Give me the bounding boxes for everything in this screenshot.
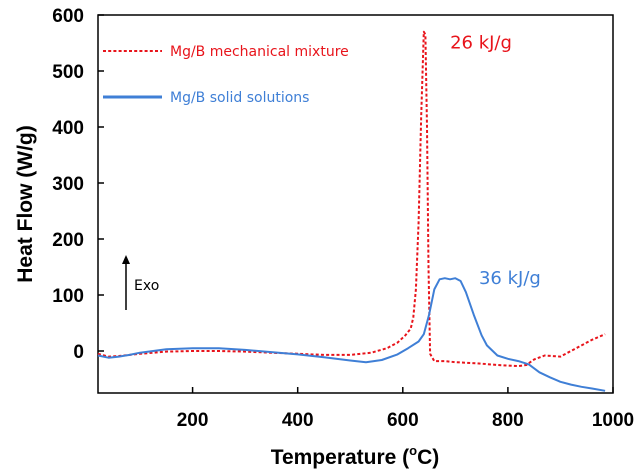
y-tick-label: 600 xyxy=(52,6,84,27)
x-axis-title-degree: o xyxy=(409,443,417,458)
plot-frame xyxy=(97,14,614,394)
x-axis-title-unit: C) xyxy=(417,446,439,469)
y-tick-label: 300 xyxy=(52,174,84,195)
series-line-solid-solutions xyxy=(97,277,606,392)
legend-label-mechanical-mixture: Mg/B mechanical mixture xyxy=(170,44,349,60)
y-tick-label: 400 xyxy=(52,118,84,139)
x-tick-label: 600 xyxy=(387,410,419,431)
x-tick-label: 800 xyxy=(492,410,524,431)
exo-indicator: Exo xyxy=(122,255,159,310)
exo-arrowhead-icon xyxy=(122,255,130,264)
annotation-solution-energy: 36 kJ/g xyxy=(479,268,541,289)
x-tick-label: 200 xyxy=(177,410,209,431)
y-tick-label: 0 xyxy=(73,342,84,363)
x-axis-ticks: 200 400 600 800 1000 xyxy=(177,387,634,431)
legend: Mg/B mechanical mixture Mg/B solid solut… xyxy=(103,44,349,106)
x-tick-label: 1000 xyxy=(592,410,634,431)
exo-label: Exo xyxy=(134,278,159,294)
legend-label-solid-solutions: Mg/B solid solutions xyxy=(170,90,309,106)
series-line-mechanical-mixture xyxy=(97,30,606,368)
x-axis-title: Temperature (oC) xyxy=(271,443,440,469)
y-tick-label: 200 xyxy=(52,230,84,251)
annotation-mixture-energy: 26 kJ/g xyxy=(450,33,512,54)
y-tick-label: 100 xyxy=(52,286,84,307)
x-tick-label: 400 xyxy=(282,410,314,431)
y-tick-label: 500 xyxy=(52,62,84,83)
y-axis-ticks: 0 100 200 300 400 500 600 xyxy=(52,6,104,363)
y-axis-title: Heat Flow (W/g) xyxy=(14,125,37,282)
